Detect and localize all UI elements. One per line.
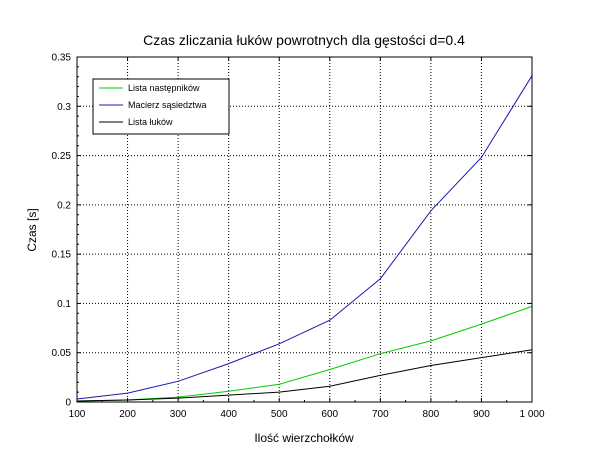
y-tick-label: 0.05: [52, 348, 72, 359]
y-tick-label: 0.3: [57, 102, 71, 113]
x-tick-label: 200: [119, 409, 136, 420]
axis-ticks: 100 200 300 400 500 600 700 800 900 1 000 0 0.05 0.1…: [52, 53, 545, 421]
y-tick-label: 0.15: [52, 250, 72, 261]
y-tick-label: 0.25: [52, 151, 72, 162]
x-axis-label: Ilość wierzchołków: [254, 431, 354, 445]
y-tick-label: 0.2: [57, 200, 71, 211]
legend-label: Lista następników: [128, 83, 200, 93]
x-tick-label: 100: [69, 409, 86, 420]
x-tick-label: 600: [321, 409, 338, 420]
x-tick-label: 1 000: [519, 409, 544, 420]
series-lines: [76, 75, 533, 402]
legend: Lista następników Macierz sąsiedztwa Lista…: [92, 78, 230, 135]
legend-label: Lista łuków: [128, 117, 173, 127]
x-tick-label: 800: [423, 409, 440, 420]
x-tick-label: 300: [170, 409, 187, 420]
y-tick-label: 0.1: [57, 299, 71, 310]
y-axis-label: Czas [s]: [25, 208, 39, 251]
legend-label: Macierz sąsiedztwa: [128, 100, 207, 110]
series-line-1: [76, 305, 533, 402]
y-tick-label: 0.35: [52, 53, 72, 64]
chart-title: Czas zliczania łuków powrotnych dla gęst…: [143, 32, 465, 48]
y-tick-label: 0: [65, 398, 71, 409]
series-line-3: [76, 349, 533, 402]
x-tick-label: 900: [473, 409, 490, 420]
series-line-2: [76, 75, 533, 400]
plot-area-frame: [76, 56, 533, 403]
x-tick-label: 700: [372, 409, 389, 420]
x-tick-label: 400: [220, 409, 237, 420]
x-tick-label: 500: [271, 409, 288, 420]
